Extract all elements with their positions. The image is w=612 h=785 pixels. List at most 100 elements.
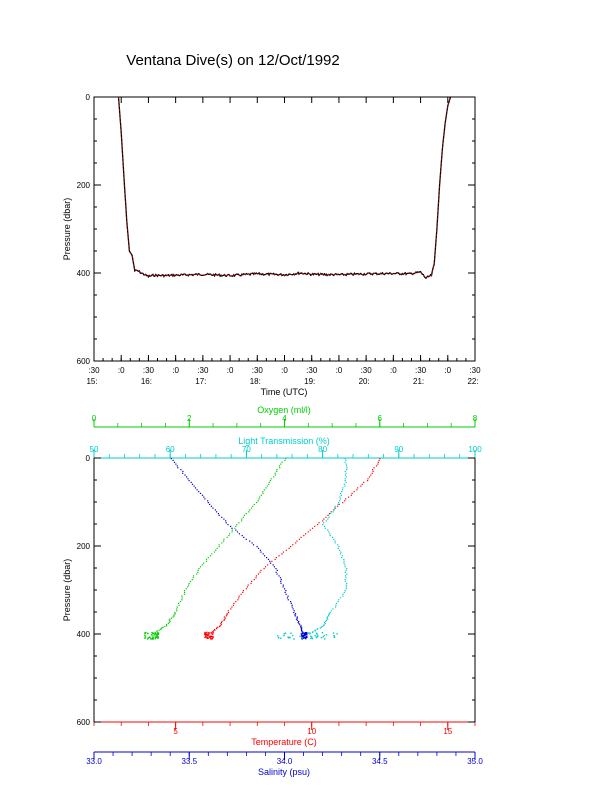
temperature-point [245, 588, 247, 590]
salinity-point [203, 496, 205, 498]
transmission-point [344, 575, 347, 577]
salinity-point [199, 492, 202, 494]
oxygen-point [273, 476, 275, 478]
transmission-point [334, 542, 336, 544]
salinity-point [266, 557, 268, 559]
transmission-point [338, 546, 340, 548]
transmission-point [319, 627, 321, 629]
transmission-point [325, 520, 327, 522]
transmission-point [277, 635, 279, 637]
salinity-point [292, 608, 294, 610]
top-ytick-label: 0 [86, 93, 91, 102]
oxygen-point [168, 619, 170, 621]
oxygen-point [243, 514, 246, 516]
transmission-point [327, 529, 329, 531]
oxygen-point [270, 478, 272, 480]
transmission-point [308, 632, 310, 635]
oxygen-point [250, 507, 253, 509]
transmission-point [287, 636, 289, 638]
temperature-axis-label: Temperature (C) [251, 737, 317, 747]
salinity-point [187, 478, 189, 480]
oxygen-point [259, 496, 261, 498]
transmission-point [284, 632, 287, 634]
transmission-point [314, 630, 316, 632]
salinity-point [279, 577, 282, 579]
oxygen-point [144, 636, 147, 638]
salinity-point [221, 516, 223, 518]
temperature-point [379, 458, 381, 460]
temperature-point [296, 540, 298, 542]
oxygen-point [185, 588, 187, 590]
salinity-point [217, 513, 219, 515]
temperature-point [351, 492, 353, 494]
temperature-point [342, 502, 344, 504]
salinity-point [173, 461, 176, 463]
temperature-tick-label: 10 [307, 727, 316, 736]
salinity-point [236, 531, 239, 533]
salinity-point [301, 631, 303, 633]
oxygen-point [149, 636, 151, 638]
salinity-point [251, 542, 253, 544]
temperature-point [223, 619, 225, 621]
temperature-point [278, 555, 280, 557]
oxygen-point [153, 633, 155, 635]
transmission-point [339, 597, 342, 599]
bottom-ylabel: Pressure (dbar) [62, 559, 72, 622]
salinity-point [306, 633, 308, 635]
transmission-point [311, 637, 314, 640]
temperature-point [204, 633, 206, 636]
top-plot-frame [93, 96, 476, 362]
bottom-ytick-label: 400 [77, 630, 91, 639]
temperature-point [348, 496, 350, 498]
oxygen-point [226, 536, 228, 538]
temperature-point [350, 494, 352, 496]
transmission-point [346, 465, 348, 467]
oxygen-point [231, 529, 233, 531]
transmission-point [343, 558, 345, 560]
salinity-point [201, 494, 204, 496]
temperature-point [260, 569, 262, 571]
transmission-point [315, 636, 318, 639]
oxygen-point [156, 633, 158, 635]
top-ytick-label: 600 [77, 357, 91, 366]
salinity-point [301, 635, 304, 637]
salinity-point [272, 564, 274, 566]
salinity-point [296, 619, 298, 621]
oxygen-point [197, 571, 199, 573]
oxygen-point [263, 489, 265, 491]
salinity-point [270, 562, 272, 564]
salinity-point [294, 614, 296, 616]
temperature-point [314, 525, 316, 527]
top-xtick-hour-label: 17: [195, 377, 206, 386]
temperature-point [242, 591, 244, 593]
temperature-point [357, 487, 359, 489]
salinity-point [300, 628, 302, 630]
temperature-point [225, 615, 227, 617]
oxygen-point [231, 531, 233, 533]
transmission-point [342, 487, 344, 489]
transmission-point [341, 557, 343, 559]
transmission-point [345, 588, 347, 590]
oxygen-point [192, 577, 194, 579]
temperature-point [377, 463, 379, 465]
transmission-point [283, 634, 285, 637]
temperature-point [376, 465, 378, 467]
temperature-point [210, 638, 212, 640]
salinity-point [188, 480, 190, 482]
salinity-point [182, 470, 184, 472]
salinity-point [227, 524, 229, 526]
temperature-point [372, 470, 374, 472]
temperature-point [213, 630, 215, 632]
salinity-point [306, 634, 308, 636]
transmission-point [334, 505, 336, 507]
salinity-point [303, 637, 305, 639]
transmission-point [280, 637, 282, 639]
top-xtick-minute-label: :0 [118, 366, 125, 375]
temperature-point [373, 467, 375, 469]
oxygen-point [252, 505, 254, 507]
salinity-point [301, 632, 303, 635]
transmission-point [323, 625, 325, 627]
top-ticks [93, 96, 476, 362]
temperature-point [378, 459, 380, 461]
temperature-point [372, 469, 374, 471]
